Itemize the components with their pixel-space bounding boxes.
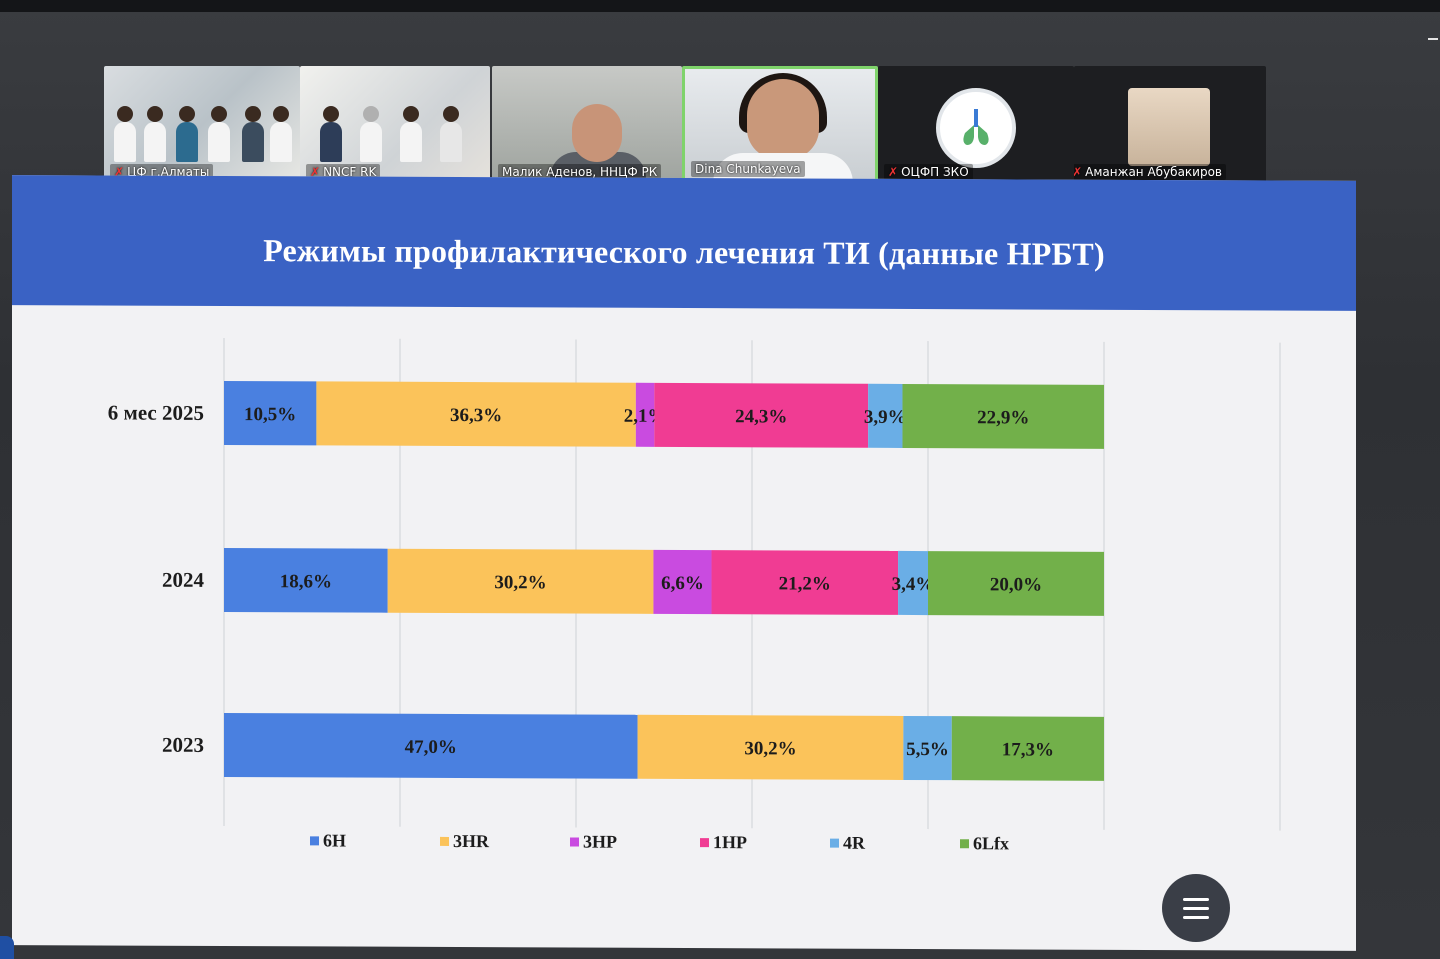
category-label: 2023 [162,733,204,757]
group-photo [104,102,300,162]
participant-coat [713,153,853,181]
participant-photo [1128,88,1210,166]
participant-name-3: Малик Аденов, ННЦФ РК [498,164,662,180]
bar-segment-1HP [711,550,899,615]
participant-tile-2[interactable]: ✗ NNCF RK [300,66,490,184]
data-label: 36,3% [450,405,502,426]
bar-segment-4R [898,550,929,616]
group-photo [300,102,490,162]
participant-tile-active-speaker[interactable]: Dina Chunkayeva [682,66,878,184]
presentation-slide: Режимы профилактического лечения ТИ (дан… [12,175,1356,951]
bar-segment-3HP [653,549,712,615]
bar-segment-6H [224,547,388,613]
data-label: 3,9% [864,407,907,428]
bar-segment-1HP [654,382,869,448]
bar-segment-6Lfx [951,716,1105,781]
bar-segment-6Lfx [928,551,1104,616]
data-label: 22,9% [977,407,1029,428]
data-label: 17,3% [1002,739,1054,760]
bar-segment-6H [224,712,638,779]
participant-tile-6[interactable]: ✗ Аманжан Абубакиров [1074,66,1266,184]
menu-icon [1183,897,1209,901]
data-label: 47,0% [405,737,457,758]
legend-label: 4R [843,833,866,853]
legend-swatch-1HP [700,838,709,848]
data-label: 30,2% [494,572,546,593]
stacked-bar-chart: 6 мес 2025 10,5% 36,3% 2,1% 24,3% 3,9% 22,9%20… [108,337,1281,853]
legend-label: 3HR [453,831,490,851]
bar-segment-4R [903,715,952,781]
bar-segment-6Lfx [902,383,1104,449]
data-label: 18,6% [280,571,332,592]
legend-label: 3HP [583,832,617,852]
bar-segment-4R [868,383,903,448]
data-label: 20,0% [990,574,1042,595]
legend-swatch-3HR [440,836,449,846]
participant-name-5: ✗ ОЦФП ЗКО [884,164,973,180]
data-label: 5,5% [906,739,949,760]
legend-swatch-3HP [570,837,579,847]
menu-button[interactable] [1162,874,1230,942]
participant-head [572,104,622,162]
mic-muted-icon: ✗ [310,165,321,179]
corner-indicator [0,936,14,959]
bar-segment-3HR [387,548,654,614]
data-label: 6,6% [661,573,704,594]
legend-swatch-6Lfx [960,839,969,849]
category-label: 2024 [162,568,204,592]
participant-tile-1[interactable]: ✗ ЦФ г.Алматы [104,66,300,184]
minimize-mark [1428,38,1438,40]
legend-label: 6Lfx [973,833,1009,853]
top-edge [0,0,1440,12]
lungs-logo-icon [936,88,1016,168]
data-label: 21,2% [779,573,831,594]
mic-muted-icon: ✗ [114,165,125,179]
legend-label: 6H [323,830,346,850]
legend-swatch-6H [310,836,319,846]
participants-strip: ✗ ЦФ г.Алматы ✗ NNCF RK Малик Аденов, ННЦФ… [104,66,1266,186]
bar-segment-6H [224,380,317,446]
data-label: 3,4% [892,574,935,595]
participant-face [747,79,819,159]
bar-segment-3HP [635,382,655,447]
participant-tile-5[interactable]: ✗ ОЦФП ЗКО [878,66,1074,184]
data-label: 10,5% [244,404,296,425]
legend-swatch-4R [830,838,839,848]
data-label: 24,3% [735,406,787,427]
participant-name-6: ✗ Аманжан Абубакиров [1074,164,1226,180]
bar-segment-3HR [637,714,904,780]
participant-name-4: Dina Chunkayeva [691,161,805,177]
mic-muted-icon: ✗ [888,165,899,179]
participant-tile-3[interactable]: Малик Аденов, ННЦФ РК [492,66,682,184]
legend-label: 1HP [713,832,747,852]
data-label: 30,2% [744,738,796,759]
bar-segment-3HR [316,381,636,447]
mic-muted-icon: ✗ [1074,165,1083,179]
category-label: 6 мес 2025 [108,400,204,424]
